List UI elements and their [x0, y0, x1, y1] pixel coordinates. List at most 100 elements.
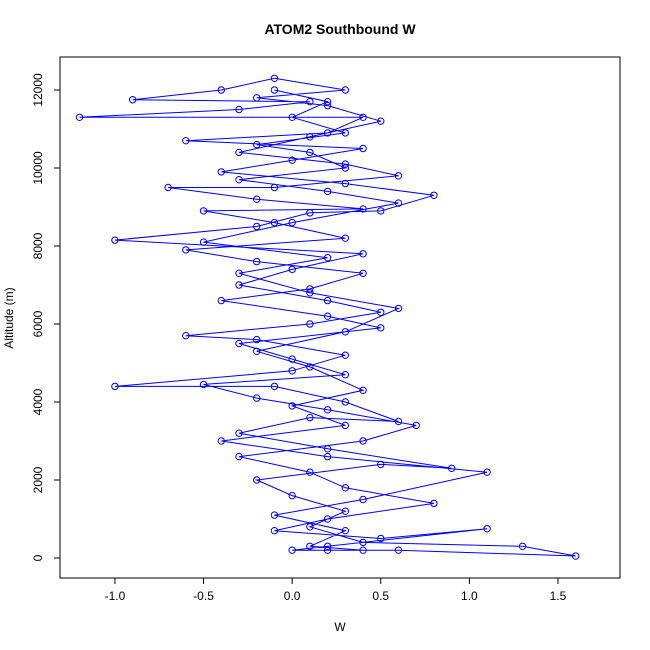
y-tick-label: 6000 — [31, 310, 45, 337]
data-point — [341, 507, 350, 515]
data-point — [359, 250, 367, 258]
data-point — [164, 183, 172, 192]
data-point — [430, 499, 438, 508]
data-point — [306, 285, 314, 293]
plot-frame — [59, 56, 621, 579]
data-point — [341, 370, 350, 379]
data-point — [323, 296, 332, 305]
data-point — [394, 546, 403, 554]
data-point — [323, 445, 332, 453]
data-point — [253, 222, 261, 231]
data-point — [323, 101, 332, 110]
data-point — [111, 382, 119, 391]
data-point — [306, 413, 314, 422]
data-point — [111, 236, 119, 244]
y-tick-label: 0 — [31, 554, 45, 561]
data-point — [394, 199, 403, 207]
data-point — [306, 289, 314, 297]
data-point — [359, 437, 367, 445]
data-point — [288, 218, 296, 227]
data-point — [270, 86, 279, 94]
data-point — [182, 331, 190, 340]
data-point — [359, 144, 367, 153]
data-point — [341, 86, 350, 94]
data-point — [235, 452, 243, 461]
data-point — [483, 468, 491, 476]
data-point — [306, 97, 314, 106]
data-point — [377, 308, 385, 316]
data-point — [341, 484, 350, 492]
data-point — [341, 351, 350, 359]
data-point — [253, 140, 261, 149]
y-axis-label: Altitude (m) — [2, 287, 16, 348]
data-point — [288, 402, 296, 410]
x-tick-label: -0.5 — [193, 589, 214, 603]
data-point — [306, 133, 314, 141]
data-point — [217, 437, 225, 445]
data-point — [323, 312, 332, 320]
data-point — [359, 495, 367, 504]
y-tick-label: 10000 — [31, 151, 45, 185]
data-point — [270, 218, 279, 227]
chart-title: ATOM2 Southbound W — [264, 21, 416, 37]
data-point — [323, 129, 332, 137]
data-point — [447, 464, 456, 472]
data-point — [483, 525, 491, 533]
data-point — [359, 386, 367, 394]
data-point — [323, 546, 332, 554]
data-point — [288, 491, 296, 500]
data-line — [79, 77, 576, 557]
data-point — [253, 335, 261, 344]
data-point — [306, 209, 314, 217]
data-point — [377, 460, 385, 469]
data-point — [235, 175, 243, 184]
data-point — [306, 468, 314, 476]
data-point — [199, 207, 208, 215]
data-point — [341, 234, 350, 242]
data-point — [394, 304, 403, 313]
data-point — [341, 164, 350, 172]
data-point — [306, 148, 314, 157]
data-point — [235, 105, 243, 114]
x-tick-label: 1.0 — [461, 589, 478, 603]
data-point — [359, 113, 367, 121]
data-point — [235, 269, 243, 277]
data-point — [377, 534, 385, 543]
data-point — [323, 542, 332, 550]
data-point — [341, 179, 350, 188]
data-point — [217, 296, 225, 305]
data-point — [199, 380, 208, 389]
data-point — [323, 452, 332, 461]
data-point — [359, 546, 367, 554]
data-point — [288, 546, 296, 554]
data-point — [288, 355, 296, 363]
data-point — [270, 511, 279, 519]
data-point — [306, 363, 314, 371]
data-point — [288, 156, 296, 164]
data-point — [377, 207, 385, 215]
y-tick-label: 8000 — [31, 232, 45, 259]
data-point — [412, 421, 420, 430]
data-point — [341, 328, 350, 336]
data-point — [217, 86, 225, 94]
data-point — [323, 515, 332, 523]
data-point — [253, 195, 261, 203]
data-point — [182, 136, 190, 145]
data-point — [306, 523, 314, 531]
data-point — [394, 417, 403, 426]
data-point — [217, 168, 225, 176]
data-point — [253, 347, 261, 355]
x-tick-label: 0.5 — [372, 589, 389, 603]
data-point — [430, 191, 438, 199]
data-point — [306, 542, 314, 550]
data-point — [199, 238, 208, 246]
y-tick-label: 2000 — [31, 466, 45, 493]
data-point — [253, 94, 261, 102]
data-point — [288, 367, 296, 375]
data-point — [377, 324, 385, 332]
data-point — [253, 394, 261, 402]
data-point — [341, 129, 350, 137]
y-tick-label: 4000 — [31, 388, 45, 415]
y-tick-label: 12000 — [31, 73, 45, 107]
